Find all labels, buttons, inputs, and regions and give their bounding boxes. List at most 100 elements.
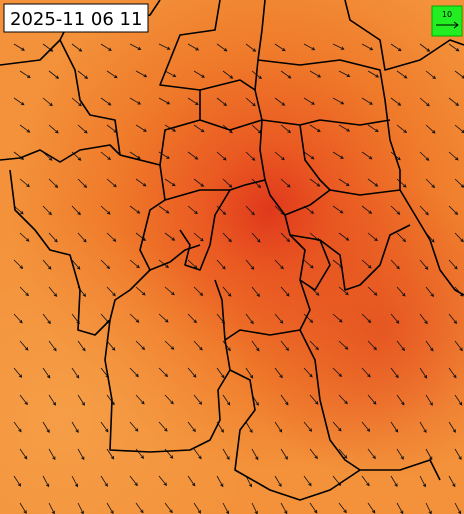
wind-arrow: [390, 43, 402, 52]
wind-arrow: [448, 367, 457, 379]
wind-arrow: [158, 97, 171, 105]
wind-arrow: [332, 97, 345, 105]
wind-arrow: [361, 97, 373, 105]
wind-arrow: [361, 43, 374, 51]
wind-arrow: [367, 124, 379, 133]
wind-arrow: [425, 394, 433, 406]
wind-arrow: [158, 151, 170, 159]
wind-arrow: [129, 475, 138, 487]
wind-arrow: [390, 313, 400, 324]
wind-arrow: [448, 475, 456, 488]
wind-arrow: [425, 286, 434, 298]
wind-arrow: [100, 151, 112, 161]
wind-arrow: [361, 421, 371, 432]
wind-arrow: [396, 232, 407, 243]
wind-arrow: [338, 448, 348, 459]
wind-arrow: [338, 286, 349, 296]
wind-arrow: [77, 178, 88, 189]
wind-arrow: [309, 502, 318, 514]
wind-arrow: [448, 421, 456, 433]
wind-arrow: [454, 124, 464, 134]
wind-arrow: [309, 178, 321, 187]
wind-arrow: [193, 70, 205, 78]
wind-arrow: [367, 178, 379, 187]
wind-arrow: [448, 313, 458, 324]
wind-arrow: [48, 394, 56, 406]
wind-arrow: [396, 340, 406, 352]
wind-arrow: [448, 259, 458, 270]
wind-arrow: [448, 97, 460, 106]
wind-arrow: [77, 70, 89, 79]
wind-arrow: [419, 205, 429, 216]
wind-arrow: [390, 259, 400, 270]
wind-arrow: [42, 205, 52, 216]
wind-arrow: [187, 475, 196, 487]
wind-arrow: [274, 367, 283, 379]
wind-arrow: [251, 448, 259, 461]
wind-arrow: [187, 43, 200, 51]
wind-arrow: [164, 70, 177, 78]
wind-arrow: [332, 421, 342, 432]
wind-arrow: [100, 97, 112, 106]
wind-arrow: [396, 502, 404, 514]
wind-arrow: [419, 475, 426, 488]
wind-arrow: [222, 232, 232, 243]
wind-arrow: [309, 124, 321, 133]
wind-arrow: [338, 502, 347, 514]
wind-arrow: [13, 313, 23, 324]
wind-arrow: [280, 394, 289, 406]
wind-arrow: [135, 124, 147, 132]
wind-arrow: [193, 340, 203, 351]
wind-arrow: [280, 448, 288, 460]
wind-arrow: [419, 151, 430, 161]
wind-arrow: [332, 367, 343, 378]
wind-scale-box: [431, 5, 463, 37]
wind-arrow: [425, 178, 436, 189]
wind-arrow: [245, 475, 252, 488]
wind-arrow: [13, 205, 24, 215]
wind-arrow: [338, 340, 349, 350]
wind-arrow: [222, 394, 231, 406]
wind-arrow: [129, 259, 140, 269]
wind-arrow: [187, 205, 198, 215]
wind-arrow: [19, 448, 28, 460]
wind-arrow: [425, 448, 433, 461]
wind-arrow: [193, 286, 204, 296]
wind-arrow: [396, 394, 405, 406]
wind-arrow: [338, 124, 351, 132]
wind-arrow: [332, 313, 343, 323]
wind-arrow: [245, 367, 254, 379]
wind-arrow: [367, 340, 377, 351]
wind-arrow: [135, 448, 145, 459]
wind-arrow: [332, 43, 345, 50]
timestamp: 2025-11 06 11: [10, 9, 142, 30]
wind-arrow: [158, 205, 170, 214]
wind-arrow: [42, 475, 50, 488]
wind-arrow: [251, 178, 262, 189]
wind-arrow: [164, 232, 176, 241]
wind-arrow: [419, 421, 427, 434]
wind-arrow: [222, 178, 233, 188]
wind-arrow: [71, 97, 82, 107]
wind-arrow: [390, 205, 401, 215]
wind-arrow: [367, 448, 376, 460]
wind-arrow: [71, 259, 81, 270]
wind-arrow: [280, 502, 288, 514]
wind-arrow: [129, 367, 139, 378]
wind-arrow: [106, 502, 114, 514]
wind-arrow: [48, 124, 59, 134]
wind-arrow: [77, 124, 88, 134]
wind-arrow: [309, 340, 319, 351]
wind-arrow: [129, 313, 140, 323]
wind-arrow: [100, 205, 111, 215]
wind-arrow: [135, 232, 147, 241]
wind-arrow: [303, 421, 313, 432]
wind-arrow: [361, 259, 372, 269]
wind-arrow: [390, 475, 398, 488]
wind-arrow: [390, 367, 399, 379]
wind-arrow: [245, 421, 253, 434]
wind-arrow: [303, 97, 315, 105]
wind-arrow: [77, 448, 85, 461]
wind-arrow: [367, 232, 378, 242]
wind-arrow: [100, 43, 112, 51]
